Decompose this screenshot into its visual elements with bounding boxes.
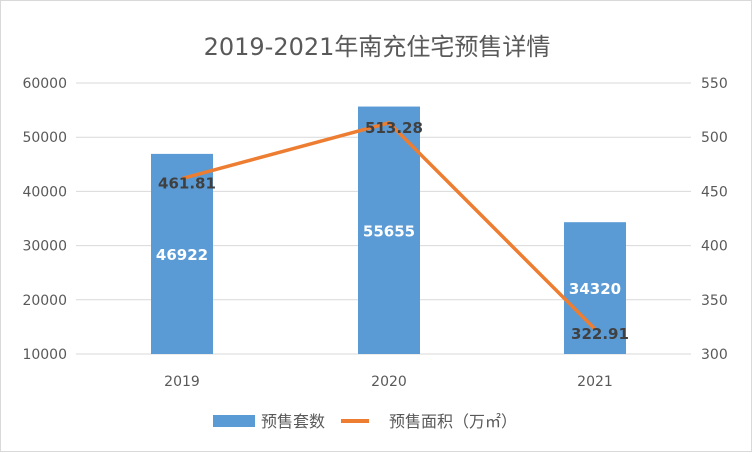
x-tick: 2021 [577,374,613,390]
y-left-tick: 20000 [22,293,67,309]
line-label: 322.91 [571,325,629,343]
bar [151,153,213,354]
bar-label: 46922 [156,246,208,264]
bar [358,106,420,354]
y-right-tick: 300 [701,347,728,363]
y-right-tick: 350 [701,293,728,309]
line-label: 461.81 [158,175,216,193]
y-left-tick: 50000 [22,130,67,146]
y-left-tick: 10000 [22,347,67,363]
x-tick: 2020 [371,374,407,390]
bar-label: 55655 [363,222,415,240]
legend-line-label: 预售面积（万㎡） [389,412,517,431]
legend-bar-label: 预售套数 [261,412,325,431]
y-right-tick: 450 [701,184,728,200]
y-right-tick: 400 [701,239,728,255]
y-left-tick: 40000 [22,184,67,200]
y-left-tick: 60000 [22,76,67,92]
chart-title: 2019-2021年南充住宅预售详情 [204,33,551,61]
x-tick: 2019 [164,374,200,390]
legend-bar-swatch [213,415,255,427]
line-series [181,120,597,331]
y-right-tick: 550 [701,76,728,92]
bar-label: 34320 [569,280,621,298]
y-right-tick: 500 [701,130,728,146]
bar [564,222,626,354]
line-label: 513.28 [365,119,423,137]
y-left-tick: 30000 [22,239,67,255]
